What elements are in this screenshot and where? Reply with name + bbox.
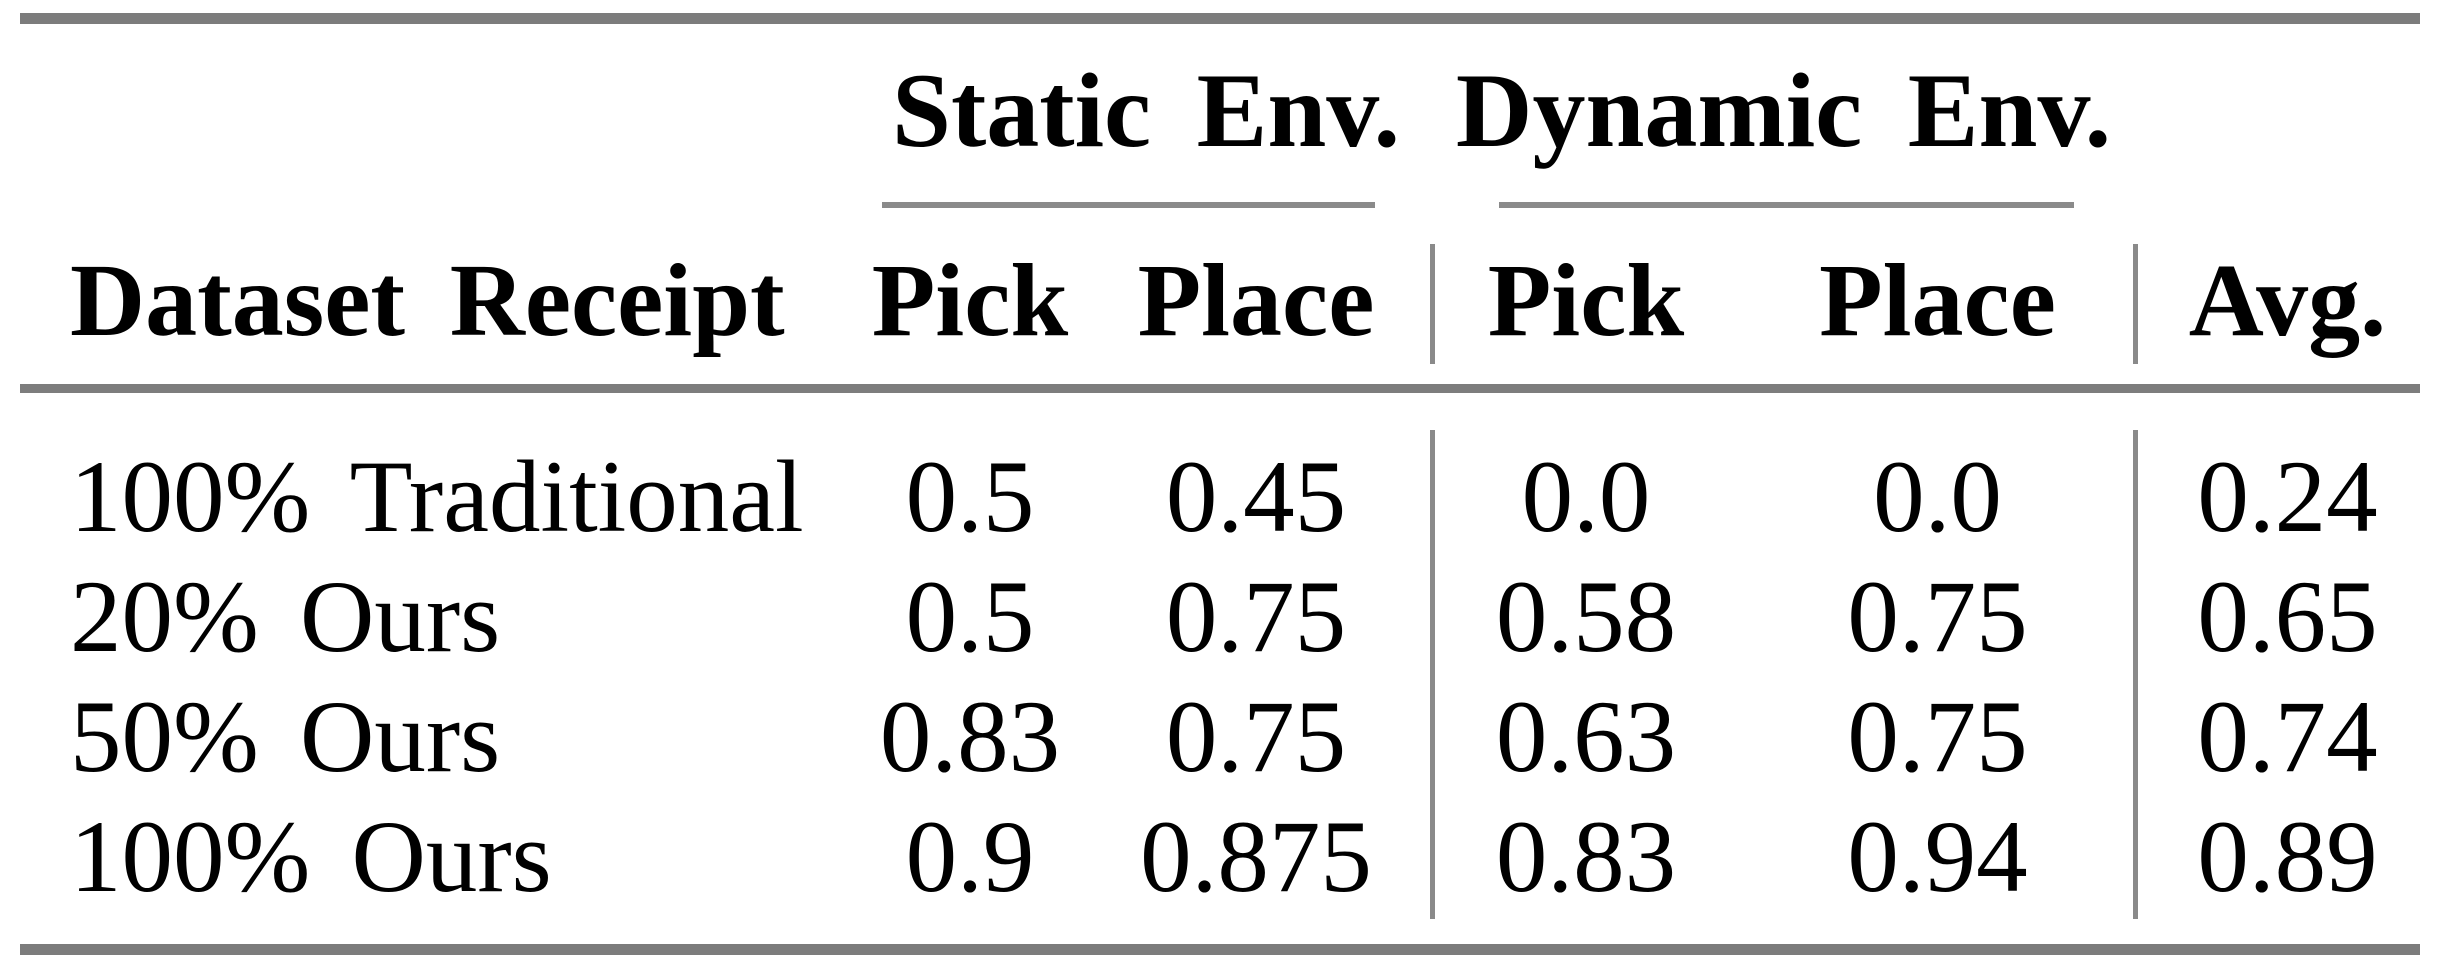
column-separator-dynamic-avg-header <box>2133 244 2138 364</box>
top-rule <box>20 13 2420 24</box>
cmidrule-dynamic-env <box>1499 202 2074 208</box>
cmidrule-static-env <box>882 202 1375 208</box>
cell-dynamic-place: 0.75 <box>1847 680 2028 794</box>
table-row-100-traditional: 100% Traditional 0.5 0.45 0.0 0.0 0.24 <box>0 437 2440 557</box>
column-separator-static-dynamic-header <box>1430 244 1435 364</box>
group-header-dynamic-env: Dynamic Env. <box>1455 52 2112 169</box>
group-header-static-env: Static Env. <box>892 52 1400 169</box>
row-label: 100% Traditional <box>70 440 804 554</box>
column-separator-static-dynamic-body <box>1430 430 1435 919</box>
cell-avg: 0.89 <box>2197 800 2378 914</box>
cell-avg: 0.24 <box>2197 440 2378 554</box>
cell-static-pick: 0.9 <box>905 800 1035 914</box>
table-row-20-ours: 20% Ours 0.5 0.75 0.58 0.75 0.65 <box>0 557 2440 677</box>
col-header-dataset-receipt: Dataset Receipt <box>70 242 785 358</box>
cell-dynamic-place: 0.75 <box>1847 560 2028 674</box>
col-header-avg: Avg. <box>2188 242 2387 358</box>
spacer-row <box>0 392 2440 437</box>
col-header-dynamic-place: Place <box>1819 242 2056 358</box>
cell-static-place: 0.45 <box>1165 440 1347 554</box>
cell-static-pick: 0.5 <box>905 560 1035 674</box>
cell-avg: 0.65 <box>2197 560 2378 674</box>
cell-dynamic-place: 0.0 <box>1873 440 2002 554</box>
cell-static-pick: 0.5 <box>905 440 1035 554</box>
mid-rule <box>20 384 2420 393</box>
table-row-50-ours: 50% Ours 0.83 0.75 0.63 0.75 0.74 <box>0 677 2440 797</box>
empty-avg-header-cell <box>2135 0 2440 208</box>
table-group-header-row: Static Env. Dynamic Env. <box>0 0 2440 208</box>
cell-dynamic-pick: 0.0 <box>1521 440 1651 554</box>
col-header-static-pick: Pick <box>871 242 1069 358</box>
bottom-rule <box>20 944 2420 955</box>
row-label: 50% Ours <box>70 680 501 794</box>
cell-static-place: 0.875 <box>1140 800 1372 914</box>
column-separator-dynamic-avg-body <box>2133 430 2138 919</box>
cell-avg: 0.74 <box>2197 680 2378 794</box>
table-column-header-row: Dataset Receipt Pick Place Pick Place Av… <box>0 208 2440 392</box>
cell-static-place: 0.75 <box>1165 680 1347 794</box>
row-label: 20% Ours <box>70 560 501 674</box>
cell-static-place: 0.75 <box>1165 560 1347 674</box>
table-row-100-ours: 100% Ours 0.9 0.875 0.83 0.94 0.89 <box>0 797 2440 917</box>
cell-dynamic-pick: 0.63 <box>1495 680 1677 794</box>
results-table: Static Env. Dynamic Env. Dataset Receipt… <box>0 0 2440 917</box>
col-header-static-place: Place <box>1137 242 1375 358</box>
cell-dynamic-pick: 0.58 <box>1495 560 1677 674</box>
row-label: 100% Ours <box>70 800 552 914</box>
col-header-dynamic-pick: Pick <box>1487 242 1685 358</box>
cell-dynamic-place: 0.94 <box>1847 800 2028 914</box>
empty-corner-cell <box>0 0 860 208</box>
cell-static-pick: 0.83 <box>879 680 1061 794</box>
cell-dynamic-pick: 0.83 <box>1495 800 1677 914</box>
